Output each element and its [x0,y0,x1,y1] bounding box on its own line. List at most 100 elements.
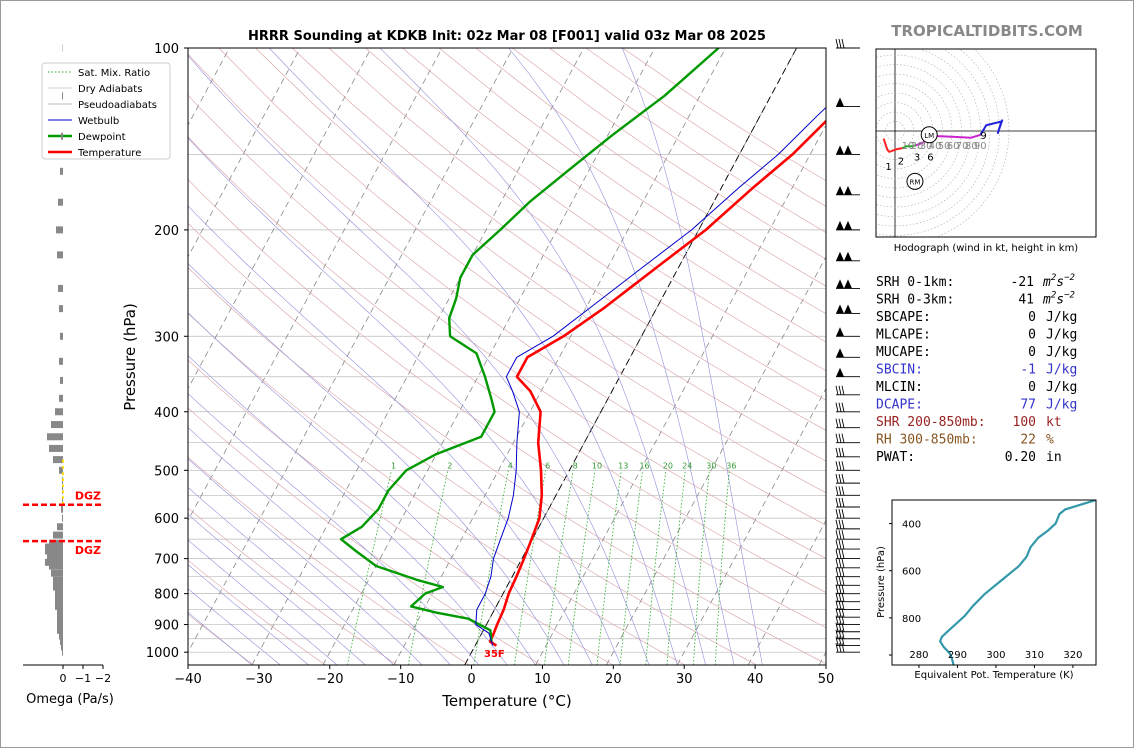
dry-adiabat [188,312,686,665]
y-tick-label: 300 [154,330,179,345]
mixing-ratio-label: 24 [682,461,692,470]
wind-barb-flag [835,592,839,602]
index-value: 77 [1020,398,1036,413]
profile-dewpoint [339,48,720,642]
wind-barb-flag [835,539,839,550]
index-unit-part: 2 [1051,273,1056,283]
wind-barb-flag [835,576,839,586]
omega-bar [53,531,63,539]
omega-bar [61,643,63,651]
omega-bar [47,551,63,559]
y-tick-label: 100 [154,42,179,57]
hodograph-ring [936,49,1010,237]
legend-label: Temperature [77,148,141,159]
omega-bar [51,421,63,429]
moist-adiabat [188,539,338,665]
dgz-label: DGZ [75,544,101,557]
wind-barb-flag [835,519,839,529]
hodograph-ring [876,49,981,217]
x-tick-label: 10 [534,672,551,687]
wind-barb-flag [838,567,842,577]
omega-bar [60,637,63,645]
omega-bar [45,547,63,555]
omega-bar [56,226,63,234]
dry-adiabat [365,48,826,372]
wind-barb-flag [838,530,842,540]
theta-e-panel: 280 290 300 310 320 400 600 800 Equivalent Pot.… [876,499,1097,681]
mixing-ratio-label: 2 [447,461,452,470]
omega-bar [49,562,63,570]
index-value: 0 [1028,380,1036,395]
wind-barb-flag [838,509,842,519]
index-unit: m2s−2 [1042,273,1075,290]
x-tick-label: 0 [467,672,475,687]
wind-barb-flag [838,615,842,625]
hodograph-segment [979,119,1004,136]
isotherm-line [188,48,443,522]
hodograph-height-label: 2 [898,156,904,167]
isotherm-line [188,48,372,390]
wind-barb-flag [838,558,842,568]
omega-bar [62,92,63,100]
wind-barb-flag [835,497,839,508]
theta-y-tick-label: 400 [902,520,921,531]
wind-barb-flag [838,549,842,559]
omega-bar [57,609,63,617]
storm-motion-label: RM [909,178,920,186]
legend-label: Dry Adiabats [78,84,142,95]
theta-y-tick-label: 600 [902,567,921,578]
wind-barb-flag [835,567,839,577]
index-label: SRH 0-3km: [876,293,954,308]
wind-barb-flag [841,402,845,412]
wind-barb-pennant [836,348,844,358]
dry-adiabat [188,222,826,665]
hodograph-trace [882,119,1004,154]
isotherm-line [322,48,656,665]
surface-temp-label: 35F [484,649,505,660]
wind-barb-flag [841,592,845,602]
hodograph-ring-label: 20 [911,141,924,152]
omega-bar [58,198,63,206]
theta-e-line [938,500,1096,665]
wind-barb-pennant [836,367,844,377]
hodograph-ring-label: 40 [929,141,942,152]
omega-bar [53,583,63,591]
wind-barb-flag [835,474,839,484]
wind-barb-flag [835,402,839,412]
wind-barb-flag [835,636,839,646]
hodograph-ring-label: 50 [938,141,951,152]
omega-bar [45,543,63,551]
legend-label: Sat. Mix. Ratio [78,68,150,79]
mixing-ratio-line [693,470,710,665]
hodograph-ring-label: 70 [956,141,969,152]
omega-bar [59,394,63,402]
wind-barb-flag [838,38,842,49]
index-value: 41 [1018,293,1034,308]
wind-barb-flag [835,584,839,594]
omega-bar [47,555,63,563]
index-unit-part: −2 [1064,291,1075,301]
wind-barb-flag [841,539,845,550]
storm-motion-label: LM [924,132,934,140]
dry-adiabat [255,48,826,462]
dry-adiabat [188,613,254,665]
omega-bar [49,444,63,452]
index-unit: J/kg [1046,345,1077,360]
moist-adiabat [188,513,366,665]
skewt-xlabel: Temperature (°C) [441,692,571,710]
omega-bar [57,523,63,531]
x-tick-label: −20 [316,672,343,687]
y-tick-label: 500 [154,464,179,479]
hodograph-ring-label: 80 [965,141,978,152]
index-value: 22 [1020,433,1036,448]
wind-barb-flag [838,447,842,457]
theta-e-xlabel: Equivalent Pot. Temperature (K) [914,670,1073,681]
moist-adiabat [188,54,650,665]
wind-barb-flag [835,418,839,428]
theta-x-tick-label: 280 [909,650,928,661]
y-tick-label: 900 [154,619,179,634]
legend-label: Pseudoadiabats [78,100,157,111]
omega-bar [47,433,63,441]
dry-adiabat [188,136,826,593]
hodograph-frame [875,48,1097,238]
